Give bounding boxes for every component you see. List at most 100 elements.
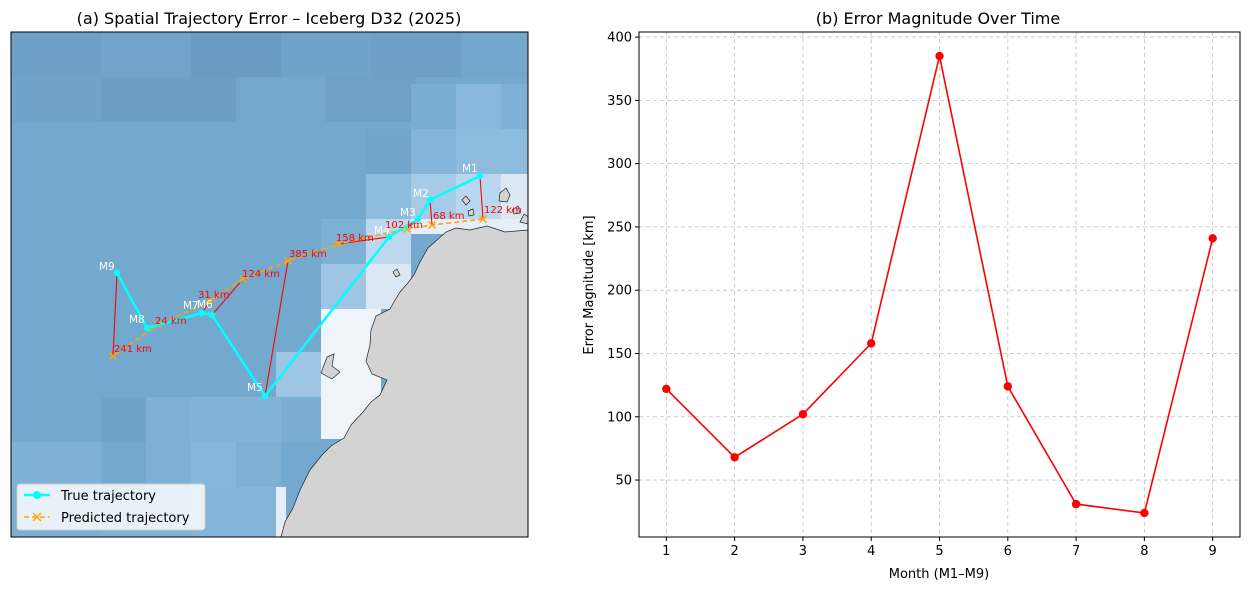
month-label: M6 [197, 299, 213, 311]
predicted-marker [428, 221, 436, 229]
x-tick-label: 3 [799, 544, 807, 559]
error-label: 158 km [336, 233, 374, 244]
x-axis-label: Month (M1–M9) [889, 567, 990, 582]
error-line [264, 260, 289, 397]
true-marker [385, 233, 393, 241]
sea-ice-cell [411, 129, 456, 174]
x-tick-label: 6 [1004, 544, 1012, 559]
sea-ice-cell [456, 129, 528, 174]
sea-ice-cell [146, 442, 191, 487]
month-label: M9 [99, 261, 115, 273]
y-tick-label: 200 [607, 284, 632, 299]
sea-ice-cell [101, 32, 191, 77]
error-point [798, 410, 808, 419]
true-marker [198, 309, 206, 317]
sea-ice-cell [11, 77, 101, 122]
small-island [498, 187, 511, 203]
true-trajectory [113, 172, 484, 400]
small-island [467, 208, 475, 217]
sea-ice-cell [11, 442, 101, 487]
sea-ice-cell [101, 397, 146, 442]
error-point [1003, 382, 1012, 391]
true-marker [476, 172, 484, 180]
month-label: M5 [247, 382, 263, 394]
predicted-marker [206, 297, 214, 305]
legend-true-label: True trajectory [60, 489, 156, 504]
sea-ice-cell [276, 352, 321, 397]
legend-true-marker [33, 491, 41, 499]
true-marker [143, 324, 151, 332]
true-marker [426, 196, 434, 204]
plot-frame [638, 31, 1241, 538]
sea-ice-cell [321, 264, 366, 309]
map-title: (a) Spatial Trajectory Error – Iceberg D… [77, 9, 462, 28]
error-line-chart-panel: (b) Error Magnitude Over Time 1 2 3 4 5 6 7 8 9 5… [582, 9, 1241, 582]
error-label: 24 km [155, 316, 186, 327]
grid [639, 32, 1240, 537]
land-mass [280, 225, 528, 537]
legend-pred-marker [32, 512, 42, 522]
error-line [429, 199, 433, 226]
predicted-marker [334, 240, 342, 248]
small-island [461, 195, 471, 206]
axis-ticks: 1 2 3 4 5 6 7 8 9 50 100 150 200 250 300 350 400 [607, 31, 1217, 559]
x-tick-label: 1 [662, 544, 670, 559]
y-tick-label: 50 [615, 474, 632, 489]
error-label: 124 km [242, 269, 280, 280]
y-tick-label: 250 [607, 220, 632, 235]
trajectory-map-panel: (a) Spatial Trajectory Error – Iceberg D… [10, 9, 529, 538]
sea-ice-cell [456, 174, 501, 219]
small-island [392, 268, 401, 278]
sea-ice-cell [371, 32, 461, 77]
sea-ice-cell [191, 397, 281, 442]
x-tick-label: 8 [1140, 544, 1148, 559]
true-marker [208, 311, 216, 319]
error-line [479, 175, 484, 220]
sea-ice-cell [456, 84, 501, 129]
y-tick-label: 350 [607, 94, 632, 109]
error-point [662, 384, 671, 394]
predicted-marker [239, 275, 247, 283]
small-island [519, 213, 528, 225]
small-island [320, 353, 341, 380]
sea-ice-cell [236, 442, 281, 487]
sea-ice-cell [281, 32, 371, 77]
predicted-marker [284, 257, 292, 265]
sea-ice-cell [366, 129, 411, 174]
error-point [935, 51, 944, 61]
error-label: 102 km [385, 220, 423, 231]
error-point [730, 453, 739, 462]
sea-ice-cell [411, 84, 456, 129]
sea-ice-cell [276, 397, 321, 442]
true-marker [414, 215, 422, 223]
error-label: 385 km [289, 249, 327, 260]
x-tick-label: 4 [867, 544, 875, 559]
error-point [1071, 499, 1081, 509]
error-series [662, 51, 1217, 518]
true-marker [261, 392, 269, 400]
sea-ice-cell [146, 397, 191, 442]
error-label: 31 km [198, 290, 229, 301]
error-point [867, 339, 876, 348]
small-island [511, 205, 521, 215]
month-label: M2 [413, 188, 429, 200]
sea-ice-grid [11, 32, 528, 537]
y-tick-label: 150 [607, 347, 632, 362]
y-axis-label: Error Magnitude [km] [582, 215, 597, 354]
month-label: M7 [183, 300, 199, 312]
error-label: 68 km [433, 211, 464, 222]
legend-pred-label: Predicted trajectory [61, 511, 190, 526]
sea-ice-cell [101, 442, 146, 487]
map-frame [10, 31, 529, 538]
error-label: 241 km [114, 344, 152, 355]
sea-ice-cell [461, 32, 528, 77]
y-tick-label: 100 [607, 410, 632, 425]
month-label: M1 [462, 163, 478, 175]
error-line [211, 278, 244, 316]
error-line [112, 272, 118, 357]
sea-ice-cell [366, 174, 411, 219]
y-tick-label: 400 [607, 31, 632, 46]
month-label: M3 [400, 207, 416, 219]
map-legend: True trajectory Predicted trajectory [16, 483, 206, 531]
